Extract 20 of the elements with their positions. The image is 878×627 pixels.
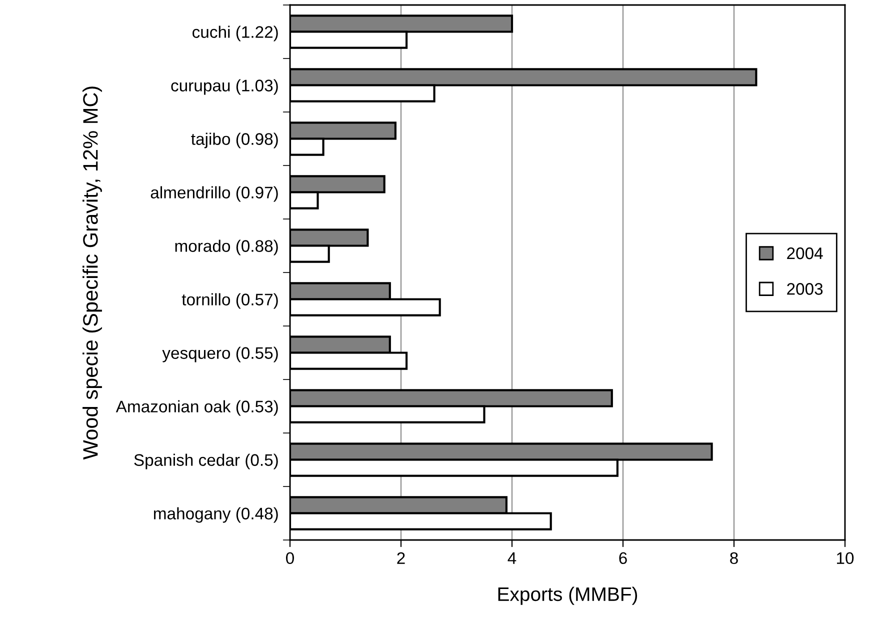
y-tick-label: Spanish cedar (0.5) (134, 454, 278, 470)
y-tick-label: Amazonian oak (0.53) (116, 400, 278, 416)
y-tick-label: tajibo (0.98) (191, 132, 278, 148)
legend-label: 2003 (787, 283, 823, 295)
y-tick-label: morado (0.88) (175, 240, 278, 256)
x-tick-label: 4 (508, 552, 516, 564)
y-axis-title: Wood specie (Specific Gravity, 12% MC) (82, 86, 102, 460)
y-tick-label: mahogany (0.48) (154, 507, 278, 523)
y-tick-label: curupau (1.03) (171, 79, 278, 95)
legend-label: 2004 (787, 247, 823, 260)
y-tick-label: almendrillo (0.97) (150, 186, 278, 202)
x-axis-title: Exports (MMBF) (498, 586, 638, 605)
y-tick-label: cuchi (1.22) (192, 26, 278, 42)
x-tick-label: 10 (837, 552, 854, 564)
y-tick-label: tornillo (0.57) (182, 293, 278, 309)
x-tick-label: 8 (730, 552, 738, 564)
x-tick-label: 2 (397, 552, 405, 564)
x-tick-label: 6 (619, 552, 627, 564)
y-tick-label: yesquero (0.55) (162, 346, 278, 362)
x-tick-label: 0 (286, 552, 294, 564)
